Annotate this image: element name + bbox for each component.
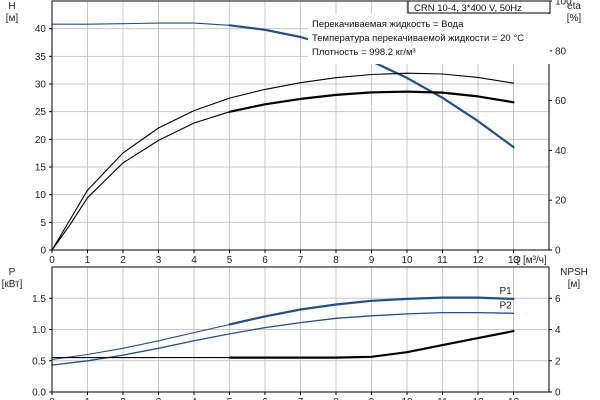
top-left-tick-label-25: 25 — [35, 107, 47, 118]
top-left-tick-label-35: 35 — [35, 52, 47, 63]
top-left-tick-label-40: 40 — [35, 24, 47, 35]
bottom-x-tick-label-7: 7 — [298, 397, 304, 400]
top-right-tick-label-20: 20 — [555, 196, 567, 207]
bottom-left-tick-label-0.5: 0.5 — [32, 356, 46, 367]
bottom-right-tick-label-2: 2 — [555, 356, 561, 367]
curves — [51, 22, 515, 366]
bottom-x-tick-label-0: 0 — [49, 397, 55, 400]
bottom-x-tick-label-2: 2 — [120, 397, 126, 400]
top-x-tick-label-12: 12 — [472, 255, 484, 266]
axis-labels: 0 1 2 3 4 5 6 7 8 9 10 11 12 130510152025303540020406… — [2, 0, 588, 400]
title-box: CRN 10-4, 3*400 V, 50Hz — [407, 0, 551, 14]
top-x-tick-label-0: 0 — [49, 255, 55, 266]
top-x-axis-label: Q — [513, 255, 521, 266]
top-x-tick-label-4: 4 — [191, 255, 197, 266]
bottom-left-axis-unit: [кВт] — [2, 279, 23, 290]
top-x-tick-label-5: 5 — [227, 255, 233, 266]
top-x-tick-label-8: 8 — [333, 255, 339, 266]
top-left-tick-label-5: 5 — [40, 218, 46, 229]
bottom-series-0-segment-0 — [51, 323, 231, 361]
bottom-right-tick-label-4: 4 — [555, 325, 561, 336]
top-left-tick-label-15: 15 — [35, 163, 47, 174]
top-right-tick-label-60: 60 — [555, 96, 567, 107]
top-left-axis-label: H — [8, 1, 15, 12]
chart-title: CRN 10-4, 3*400 V, 50Hz — [414, 3, 522, 14]
top-left-axis-unit: [м] — [6, 13, 19, 24]
info-box: Перекачиваемая жидкость = Вода Температу… — [308, 14, 550, 64]
top-left-tick-label-10: 10 — [35, 190, 47, 201]
top-x-tick-label-3: 3 — [156, 255, 162, 266]
top-series-1-segment-0 — [51, 111, 231, 251]
top-x-tick-label-9: 9 — [369, 255, 375, 266]
bottom-left-axis-label: P — [9, 267, 16, 278]
bottom-series-label-P2: P2 — [500, 300, 513, 311]
info-line-1: Перекачиваемая жидкость = Вода — [312, 19, 464, 30]
bottom-x-tick-label-10: 10 — [401, 397, 413, 400]
bottom-x-tick-label-8: 8 — [333, 397, 339, 400]
top-x-tick-label-2: 2 — [120, 255, 126, 266]
bottom-left-tick-label-1.5: 1.5 — [32, 294, 46, 305]
top-left-tick-label-30: 30 — [35, 80, 47, 91]
top-series-1-segment-1 — [228, 90, 515, 113]
info-line-2: Температура перекачиваемой жидкости = 20… — [312, 33, 524, 44]
bottom-x-tick-label-6: 6 — [262, 397, 268, 400]
bottom-right-axis-unit: [м] — [568, 279, 581, 290]
top-x-tick-label-6: 6 — [262, 255, 268, 266]
bottom-series-2-segment-1 — [228, 330, 515, 359]
bottom-x-tick-label-4: 4 — [191, 397, 197, 400]
bottom-frame — [51, 266, 550, 393]
top-x-tick-label-13: 13 — [508, 255, 520, 266]
bottom-right-tick-label-0: 0 — [555, 388, 561, 399]
bottom-series-label-P1: P1 — [500, 286, 513, 297]
top-series-0-segment-0 — [51, 22, 231, 26]
top-x-tick-label-7: 7 — [298, 255, 304, 266]
bottom-x-tick-label-5: 5 — [227, 397, 233, 400]
bottom-series-1-segment-0 — [51, 311, 515, 366]
top-right-tick-label-0: 0 — [555, 246, 561, 257]
bottom-left-tick-label-1.0: 1.0 — [32, 325, 46, 336]
top-left-tick-label-20: 20 — [35, 135, 47, 146]
top-left-tick-label-0: 0 — [40, 246, 46, 257]
top-x-axis-unit: [м³/ч] — [523, 255, 547, 266]
bottom-right-tick-label-6: 6 — [555, 294, 561, 305]
top-x-tick-label-1: 1 — [85, 255, 91, 266]
bottom-x-tick-label-9: 9 — [369, 397, 375, 400]
bottom-series-0-segment-1 — [228, 296, 515, 326]
bottom-x-tick-label-13: 13 — [508, 397, 520, 400]
top-frame — [51, 0, 550, 251]
top-series-2-segment-0 — [51, 72, 515, 251]
info-line-3: Плотность = 998.2 кг/м³ — [312, 47, 416, 58]
panel-frames — [49, 0, 552, 395]
top-right-axis-unit: [%] — [567, 13, 582, 24]
bottom-x-tick-label-1: 1 — [85, 397, 91, 400]
top-x-tick-label-10: 10 — [401, 255, 413, 266]
top-right-tick-label-40: 40 — [555, 146, 567, 157]
top-x-tick-label-11: 11 — [437, 255, 448, 266]
bottom-x-tick-label-12: 12 — [472, 397, 484, 400]
bottom-left-tick-label-0.0: 0.0 — [32, 388, 46, 399]
top-right-axis-label: eta — [567, 1, 581, 12]
bottom-x-tick-label-11: 11 — [437, 397, 448, 400]
bottom-x-tick-label-3: 3 — [156, 397, 162, 400]
bottom-right-axis-label: NPSH — [560, 267, 588, 278]
top-right-tick-label-80: 80 — [555, 46, 567, 57]
top-right-tick-label-100: 100 — [555, 0, 572, 8]
